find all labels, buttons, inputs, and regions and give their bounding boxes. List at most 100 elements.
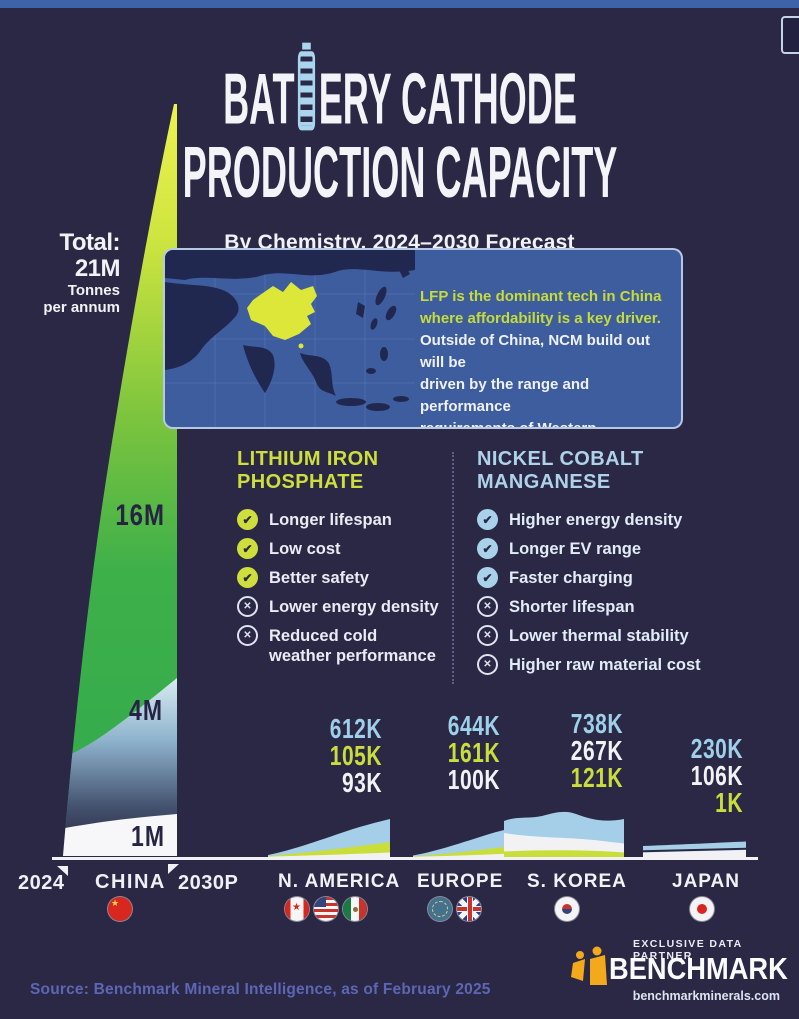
flag-eu-icon [428,897,452,921]
jp-values: 230K 106K 1K [641,735,743,819]
ncm-pro-item: ✔ Longer EV range [477,538,712,559]
check-icon: ✔ [237,509,258,530]
asia-map [165,250,415,427]
source-note: Source: Benchmark Mineral Intelligence, … [30,981,491,998]
jp-ncm-value: 230K [690,734,743,765]
ncm-con-item: ✕ Shorter lifespan [477,596,712,617]
china-ncm-area [63,678,177,856]
eu-other-value: 100K [447,765,500,796]
benchmark-logo-icon [571,946,607,985]
check-icon: ✔ [477,567,498,588]
check-icon: ✔ [477,509,498,530]
ncm-pro-label: Longer EV range [509,540,642,558]
lfp-title: LITHIUM IRON PHOSPHATE [237,448,449,494]
cross-icon: ✕ [477,625,498,646]
ncm-title: NICKEL COBALT MANGANESE [477,448,712,494]
ncm-pro-label: Faster charging [509,569,633,587]
region-label-china: CHINA [95,871,166,893]
lfp-pro-item: ✔ Longer lifespan [237,509,449,530]
top-accent-bar [0,0,799,8]
lfp-title-line2: PHOSPHATE [237,471,364,493]
axis-end-label: 2030P [178,872,239,894]
battery-icon [297,42,315,131]
na-other-value: 93K [341,768,382,799]
na-lfp-value: 105K [329,741,382,772]
ncm-column: NICKEL COBALT MANGANESE ✔ Higher energy … [477,448,712,683]
ncm-con-label: Shorter lifespan [509,598,635,616]
na-values: 612K 105K 93K [280,715,382,799]
callout-highlight-2: where affordability is a key driver. [420,310,661,327]
title-part-pre: BAT [222,58,295,139]
lfp-pro-item: ✔ Low cost [237,538,449,559]
region-label-sk: S. KOREA [527,871,627,892]
total-value: Total: 21M [59,229,120,282]
check-icon: ✔ [237,538,258,559]
jp-area-chart [643,841,746,858]
eu-values: 644K 161K 100K [398,712,500,796]
lfp-column: LITHIUM IRON PHOSPHATE ✔ Longer lifespan… [237,448,449,674]
callout-highlight-1: LFP is the dominant tech in China [420,288,662,305]
lfp-title-line1: LITHIUM IRON [237,448,379,470]
ncm-title-line1: NICKEL COBALT [477,448,644,470]
china-map-shape [247,282,317,349]
sk-values: 738K 267K 121K [521,710,623,794]
partner-label: EXCLUSIVE DATA PARTNER [633,938,743,962]
eu-area-chart [413,824,532,857]
eu-ncm-value: 644K [447,711,500,742]
benchmark-brand: BENCHMARK [609,951,788,986]
lfp-pro-label: Longer lifespan [269,511,392,529]
china-total-label: Total: 21M Tonnes per annum [10,229,120,317]
china-lfp-value: 16M [115,498,165,533]
total-unit-1: Tonnes [67,282,120,299]
jp-lfp-value: 1K [715,788,743,819]
title-part-post: ERY CATHODE [318,58,577,139]
lfp-pro-item: ✔ Better safety [237,567,449,588]
lfp-con-label: Lower energy density [269,598,439,616]
flag-south-korea-icon [555,897,579,921]
lfp-con-label: Reduced cold weather performance [269,627,436,665]
benchmark-site: benchmarkminerals.com [632,989,780,1003]
column-divider [452,452,454,684]
lfp-con-item: ✕ Reduced cold weather performance [237,625,449,666]
callout-body-2: driven by the range and performance [420,376,590,415]
sk-area-chart [504,811,624,857]
china-ncm-value: 4M [129,693,163,727]
china-lfp-area [63,104,177,856]
map-callout-panel: LFP is the dominant tech in China where … [163,248,683,429]
map-callout-text: LFP is the dominant tech in China where … [420,286,675,429]
check-icon: ✔ [237,567,258,588]
china-other-area [63,814,177,856]
callout-body-3: requirements of Western consumers. [420,420,597,429]
check-icon: ✔ [477,538,498,559]
sk-lfp-value: 121K [570,763,623,794]
axis-start-label: 2024 [18,872,65,894]
ncm-con-label: Lower thermal stability [509,627,689,645]
na-ncm-value: 612K [329,714,382,745]
cross-icon: ✕ [237,596,258,617]
flag-uk-icon [457,897,481,921]
corner-badge-icon [781,16,799,54]
cross-icon: ✕ [477,654,498,675]
china-other-value: 1M [131,819,165,853]
axis-marker-right-icon [168,864,179,874]
total-unit-2: per annum [43,299,120,316]
lfp-con-item: ✕ Lower energy density [237,596,449,617]
axis-marker-left-icon [57,866,68,876]
ncm-con-item: ✕ Lower thermal stability [477,625,712,646]
page-title-line1: BAT ERY CATHODE [222,42,577,140]
na-area-chart [268,819,390,857]
ncm-title-line2: MANGANESE [477,471,611,493]
cross-icon: ✕ [237,625,258,646]
china-area-chart [63,104,177,856]
ncm-con-label: Higher raw material cost [509,656,701,674]
flag-mexico-icon [343,897,367,921]
ncm-pro-item: ✔ Faster charging [477,567,712,588]
cross-icon: ✕ [477,596,498,617]
eu-lfp-value: 161K [447,738,500,769]
flag-china-icon [108,897,132,921]
lfp-pro-label: Low cost [269,540,341,558]
ncm-con-item: ✕ Higher raw material cost [477,654,712,675]
asia-landmass [165,250,415,411]
flag-japan-icon [690,897,714,921]
